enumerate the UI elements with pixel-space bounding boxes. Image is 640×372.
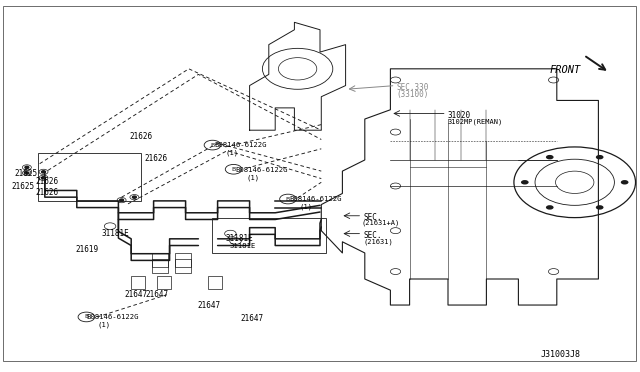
Text: 21647: 21647 [146, 290, 169, 299]
Text: 21626: 21626 [35, 177, 58, 186]
Text: (21631): (21631) [364, 239, 393, 245]
Text: 21619: 21619 [76, 245, 99, 254]
Text: (33100): (33100) [397, 90, 429, 99]
Text: 21626: 21626 [35, 188, 58, 197]
Text: FRONT: FRONT [549, 65, 580, 75]
Circle shape [521, 180, 529, 185]
Text: 21647: 21647 [240, 314, 263, 323]
Text: 21625: 21625 [12, 182, 35, 190]
Circle shape [546, 205, 554, 210]
Text: 21647: 21647 [125, 290, 148, 299]
Bar [38, 153, 141, 201]
Text: (1): (1) [300, 204, 313, 210]
Text: SEC.: SEC. [364, 231, 382, 240]
Text: B: B [286, 196, 290, 202]
Circle shape [596, 155, 604, 159]
Circle shape [621, 180, 628, 185]
Circle shape [546, 155, 554, 159]
Bar [157, 276, 171, 289]
Bar [175, 259, 191, 273]
Text: B08146-6122G: B08146-6122G [86, 314, 139, 320]
Text: B: B [211, 142, 214, 148]
Text: 31181E: 31181E [101, 229, 129, 238]
Circle shape [120, 199, 124, 201]
Text: B08146-6122G: B08146-6122G [236, 167, 288, 173]
Text: 31020: 31020 [448, 111, 471, 120]
Text: 31181E: 31181E [229, 243, 255, 248]
Text: 21626: 21626 [144, 154, 167, 163]
Circle shape [132, 196, 136, 198]
Text: 21647: 21647 [197, 301, 220, 310]
Text: SEC.: SEC. [364, 213, 382, 222]
Text: SEC.330: SEC.330 [397, 83, 429, 92]
Text: 31181E: 31181E [225, 234, 253, 243]
Text: (1): (1) [97, 322, 111, 328]
Text: 21626: 21626 [129, 132, 152, 141]
Text: J31003J8: J31003J8 [541, 350, 581, 359]
Circle shape [42, 171, 45, 173]
Text: B08146-6122G: B08146-6122G [289, 196, 342, 202]
Bar [208, 276, 222, 289]
Text: B: B [232, 167, 236, 172]
Text: 3102MP(REMAN): 3102MP(REMAN) [448, 118, 503, 125]
Text: (1): (1) [225, 150, 239, 156]
Circle shape [25, 166, 29, 169]
Bar [152, 259, 168, 273]
Text: B08146-6122G: B08146-6122G [214, 142, 267, 148]
Text: (1): (1) [246, 174, 260, 180]
Text: B: B [84, 314, 88, 320]
Text: 21625: 21625 [14, 169, 37, 178]
Bar [175, 253, 191, 267]
Bar [212, 218, 326, 253]
Circle shape [25, 172, 29, 174]
Text: (21631+A): (21631+A) [362, 219, 400, 226]
Bar [152, 253, 168, 267]
Circle shape [596, 205, 604, 210]
Bar [131, 276, 145, 289]
Circle shape [42, 177, 45, 179]
